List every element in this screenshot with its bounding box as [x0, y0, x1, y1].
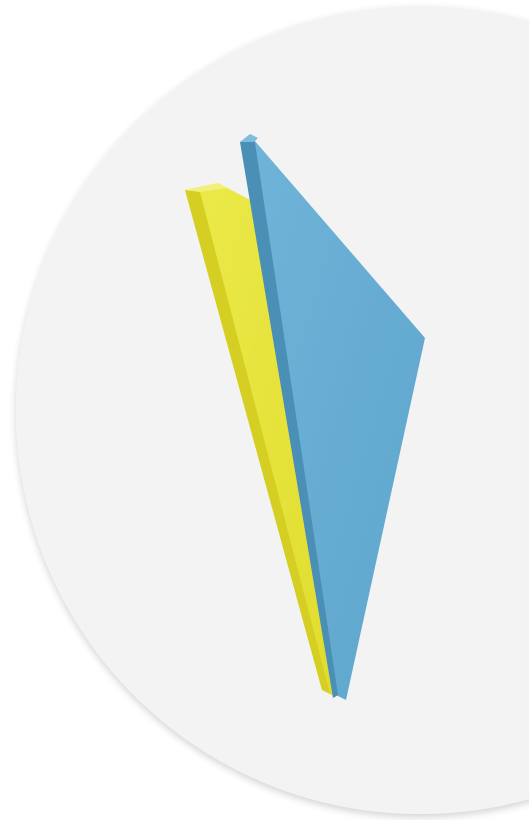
yellow-panel-top [185, 183, 228, 192]
yellow-panel-edge [185, 190, 330, 694]
blue-panel-edge [240, 136, 338, 698]
blue-panel-top [240, 134, 258, 142]
blue-panel [254, 140, 425, 700]
